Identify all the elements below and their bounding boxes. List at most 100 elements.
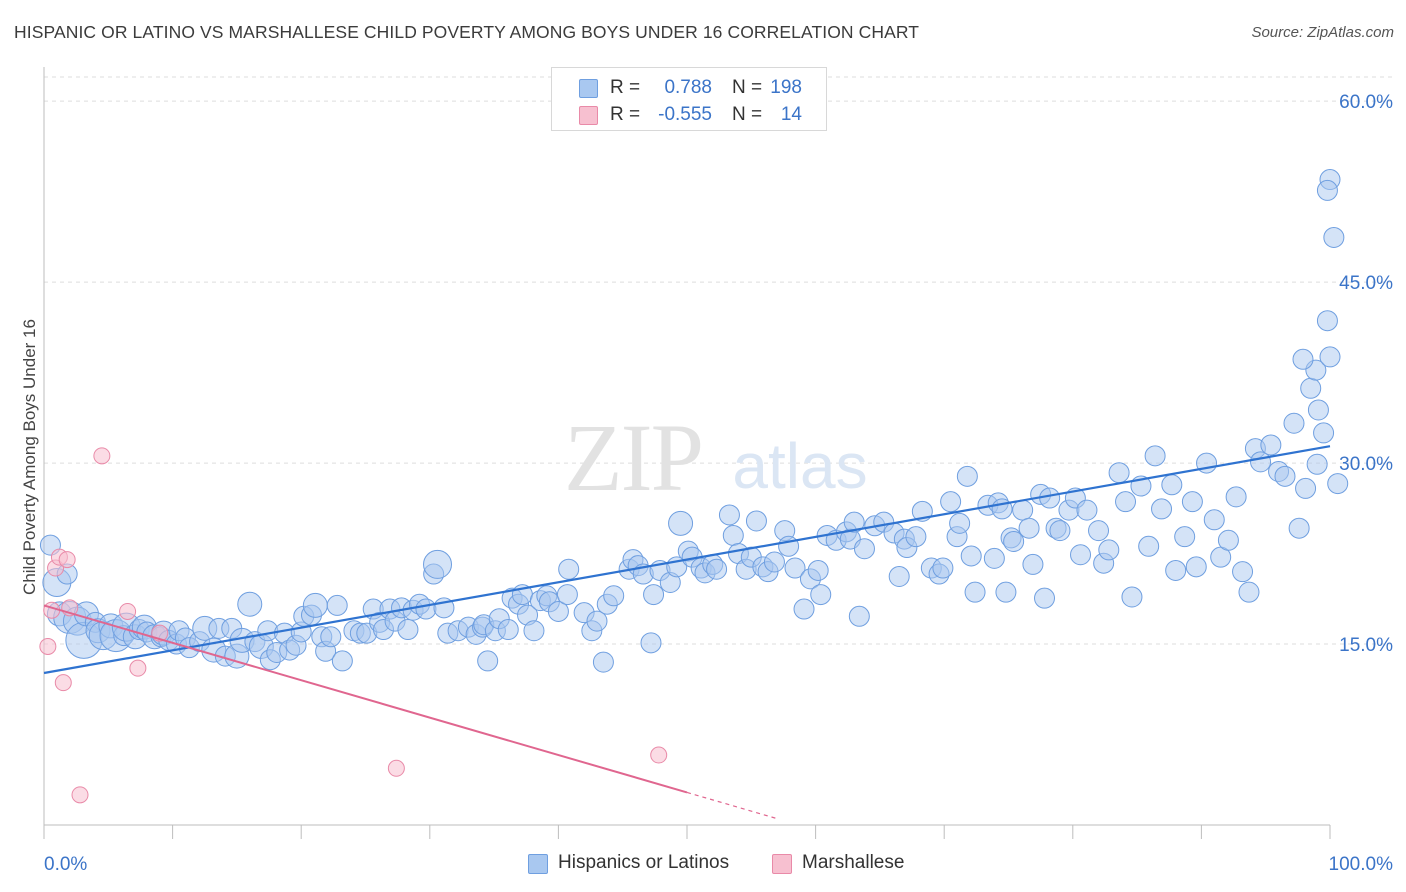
point-hispanics (1292, 348, 1314, 370)
point-marshallese (93, 447, 111, 465)
r-label: R = (610, 104, 641, 125)
legend-row-marshallese: R = -0.555 N = 14 (552, 100, 826, 128)
point-hispanics (940, 491, 962, 513)
point-hispanics (326, 594, 348, 616)
y-tick-label: 60.0% (1339, 92, 1393, 113)
point-hispanics (1203, 509, 1225, 531)
point-hispanics (1283, 412, 1305, 434)
series-legend: Hispanics or Latinos Marshallese (0, 852, 1406, 878)
point-hispanics (423, 549, 453, 579)
point-hispanics (1306, 453, 1328, 475)
point-hispanics (932, 557, 954, 579)
n-label: N = (732, 77, 763, 98)
point-hispanics (497, 619, 519, 641)
point-hispanics (722, 524, 744, 546)
point-hispanics (1288, 517, 1310, 539)
legend-swatch-hispanics (579, 79, 598, 98)
point-marshallese (129, 659, 147, 677)
point-hispanics (888, 565, 910, 587)
point-hispanics (1316, 310, 1338, 332)
point-hispanics (1034, 587, 1056, 609)
legend-label-marshallese: Marshallese (802, 852, 905, 873)
point-hispanics (523, 620, 545, 642)
point-hispanics (810, 584, 832, 606)
point-hispanics (397, 619, 419, 641)
legend-swatch-marshallese (579, 106, 598, 125)
point-hispanics (556, 584, 578, 606)
point-hispanics (784, 557, 806, 579)
point-hispanics (956, 465, 978, 487)
point-hispanics (843, 511, 865, 533)
point-hispanics (905, 526, 927, 548)
point-hispanics (1144, 445, 1166, 467)
point-hispanics (1185, 556, 1207, 578)
point-hispanics (793, 598, 815, 620)
n-label: N = (732, 104, 763, 125)
point-marshallese (119, 602, 137, 620)
point-hispanics (960, 545, 982, 567)
point-hispanics (1274, 465, 1296, 487)
point-hispanics (1225, 486, 1247, 508)
point-hispanics (237, 591, 263, 617)
point-hispanics (1307, 399, 1329, 421)
r-value: -0.555 (658, 104, 712, 125)
point-marshallese (54, 674, 72, 692)
point-hispanics (1300, 377, 1322, 399)
correlation-legend: R = 0.788 N = 198 R = -0.555 N = 14 (551, 67, 827, 131)
chart-title: HISPANIC OR LATINO VS MARSHALLESE CHILD … (14, 22, 920, 42)
n-value: 14 (780, 104, 802, 125)
point-hispanics (1295, 477, 1317, 499)
point-hispanics (848, 605, 870, 627)
tick-labels: 15.0% 30.0% 45.0% 60.0% 0.0% 100.0% (44, 92, 1393, 875)
series-hispanics-points (39, 169, 1349, 673)
trendline-marshallese (43, 604, 688, 794)
point-hispanics (1070, 544, 1092, 566)
point-hispanics (477, 650, 499, 672)
legend-swatch-marshallese (772, 854, 792, 874)
point-hispanics (1260, 434, 1282, 456)
watermark-atlas: atlas (732, 430, 867, 502)
point-hispanics (745, 510, 767, 532)
point-hispanics (964, 581, 986, 603)
point-hispanics (320, 626, 342, 648)
legend-row-hispanics: R = 0.788 N = 198 (552, 73, 826, 101)
point-hispanics (640, 632, 662, 654)
point-hispanics (1076, 499, 1098, 521)
point-hispanics (592, 651, 614, 673)
point-hispanics (1165, 559, 1187, 581)
point-marshallese (71, 786, 89, 804)
trendline-hispanics (43, 445, 1331, 675)
point-hispanics (1313, 422, 1335, 444)
trendlines (43, 445, 1331, 820)
point-hispanics (1049, 520, 1071, 542)
point-hispanics (547, 600, 569, 622)
point-hispanics (807, 559, 829, 581)
point-hispanics (668, 510, 694, 536)
point-hispanics (1232, 561, 1254, 583)
series-marshallese-points (39, 447, 668, 804)
point-hispanics (1323, 226, 1345, 248)
point-hispanics (643, 584, 665, 606)
point-hispanics (718, 504, 740, 526)
point-hispanics (949, 512, 971, 534)
point-hispanics (1238, 581, 1260, 603)
point-hispanics (415, 598, 437, 620)
point-hispanics (558, 558, 580, 580)
point-marshallese (39, 637, 57, 655)
y-tick-label: 30.0% (1339, 454, 1393, 475)
x-tick-label-min: 0.0% (44, 854, 87, 875)
watermark-zip: ZIP (564, 404, 702, 511)
legend-label-hispanics: Hispanics or Latinos (558, 852, 730, 873)
y-axis-label: Child Poverty Among Boys Under 16 (20, 319, 39, 595)
legend-swatch-hispanics (528, 854, 548, 874)
point-hispanics (1018, 517, 1040, 539)
point-hispanics (331, 650, 353, 672)
point-hispanics (1003, 530, 1025, 552)
point-hispanics (983, 547, 1005, 569)
point-hispanics (853, 538, 875, 560)
y-tick-label: 45.0% (1339, 273, 1393, 294)
r-value: 0.788 (664, 77, 712, 98)
point-hispanics (1174, 526, 1196, 548)
point-hispanics (995, 581, 1017, 603)
